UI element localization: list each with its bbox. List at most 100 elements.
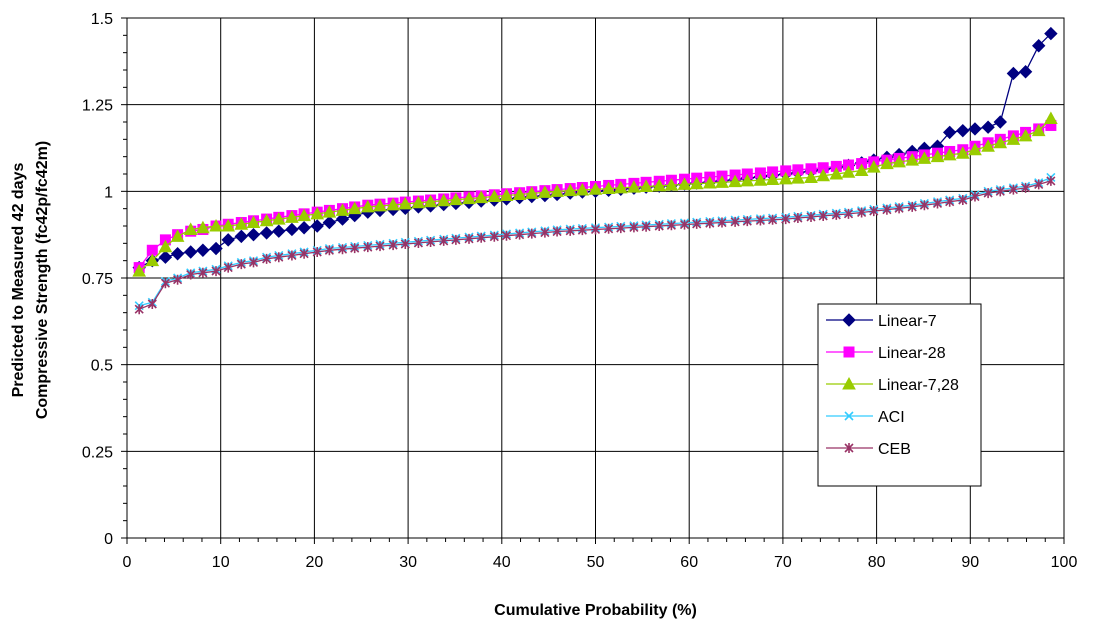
- data-point: [866, 160, 881, 173]
- data-point: [550, 184, 564, 197]
- x-tick-label: 70: [774, 554, 792, 571]
- data-point: [590, 224, 601, 235]
- data-point: [639, 179, 653, 192]
- data-point: [388, 240, 398, 251]
- data-point: [310, 206, 325, 220]
- data-point: [1018, 65, 1033, 79]
- data-point: [842, 313, 856, 327]
- data-point: [272, 224, 286, 238]
- data-point: [223, 262, 233, 273]
- data-point: [1031, 123, 1046, 137]
- data-point: [793, 213, 803, 224]
- data-point: [666, 220, 676, 231]
- data-point: [755, 215, 765, 226]
- data-point: [577, 225, 587, 236]
- data-point: [1034, 179, 1044, 190]
- data-point: [487, 189, 502, 203]
- legend-label: Linear-7: [878, 313, 937, 330]
- y-tick-label: 0: [104, 531, 113, 548]
- data-point: [692, 218, 702, 229]
- data-point: [981, 120, 995, 134]
- data-point: [791, 171, 805, 184]
- data-point: [806, 211, 816, 222]
- legend-label: ACI: [878, 409, 905, 426]
- data-point: [322, 205, 337, 218]
- data-point: [968, 142, 982, 156]
- data-point: [373, 198, 387, 212]
- y-tick-label: 0.75: [82, 271, 113, 288]
- data-point: [844, 443, 854, 453]
- data-point: [778, 171, 793, 185]
- legend-label: Linear-7,28: [878, 377, 959, 394]
- data-point: [565, 225, 575, 236]
- legend-label: CEB: [878, 441, 911, 458]
- data-point: [499, 188, 514, 201]
- data-point: [132, 264, 147, 277]
- y-tick-label: 1: [104, 184, 113, 201]
- x-tick-label: 10: [212, 554, 230, 571]
- legend-label: Linear-28: [878, 345, 946, 362]
- data-point: [1006, 66, 1021, 81]
- data-point: [271, 212, 286, 225]
- data-point: [627, 180, 641, 193]
- data-point: [347, 201, 362, 215]
- data-point: [426, 236, 436, 247]
- data-point: [604, 223, 614, 234]
- x-tick-label: 40: [493, 554, 511, 571]
- data-point: [942, 147, 957, 161]
- data-point: [742, 216, 752, 227]
- data-point: [768, 214, 778, 225]
- data-point: [945, 196, 955, 207]
- data-point: [781, 214, 791, 225]
- data-point: [515, 229, 525, 240]
- data-point: [221, 218, 236, 232]
- series-ceb: [134, 175, 1056, 315]
- data-point: [955, 146, 970, 159]
- data-point: [995, 186, 1005, 197]
- data-point: [297, 208, 311, 222]
- data-point: [854, 163, 869, 177]
- legend-item-linear-7-28: Linear-7,28: [826, 376, 959, 394]
- data-point: [476, 232, 486, 243]
- data-point: [221, 233, 235, 247]
- data-point: [186, 269, 196, 280]
- data-point: [449, 192, 463, 206]
- data-point: [400, 239, 410, 250]
- data-point: [740, 173, 755, 187]
- data-point: [892, 154, 906, 168]
- data-point: [831, 209, 841, 220]
- data-point: [259, 213, 274, 227]
- data-point: [715, 175, 729, 188]
- legend-item-aci: ACI: [826, 409, 905, 426]
- data-point: [983, 188, 993, 199]
- legend-item-linear-7: Linear-7: [826, 313, 937, 330]
- data-point: [588, 182, 603, 195]
- data-point: [160, 278, 170, 289]
- x-tick-label: 50: [587, 554, 605, 571]
- data-point: [398, 196, 413, 210]
- data-point: [209, 218, 223, 232]
- data-point: [134, 304, 144, 315]
- data-point: [324, 245, 334, 256]
- data-point: [880, 156, 894, 170]
- data-point: [310, 219, 324, 233]
- data-point: [829, 166, 844, 180]
- data-point: [1021, 182, 1031, 193]
- data-point: [1006, 132, 1021, 145]
- x-tick-label: 30: [399, 554, 417, 571]
- data-point: [196, 243, 210, 257]
- data-point: [158, 250, 173, 264]
- data-point: [717, 217, 727, 228]
- data-point: [145, 253, 160, 267]
- data-point: [234, 217, 249, 230]
- data-point: [956, 123, 970, 138]
- data-point: [919, 200, 929, 211]
- x-tick-label: 0: [123, 554, 132, 571]
- data-point: [538, 185, 552, 198]
- data-point: [552, 226, 562, 237]
- data-point: [489, 231, 499, 242]
- data-point: [616, 223, 626, 234]
- data-point: [335, 212, 350, 226]
- data-point: [423, 194, 438, 208]
- data-point: [386, 197, 400, 211]
